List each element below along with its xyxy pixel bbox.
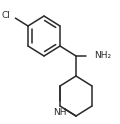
Text: Cl: Cl xyxy=(1,12,10,20)
Text: NH: NH xyxy=(53,108,67,117)
Text: NH₂: NH₂ xyxy=(94,51,111,61)
